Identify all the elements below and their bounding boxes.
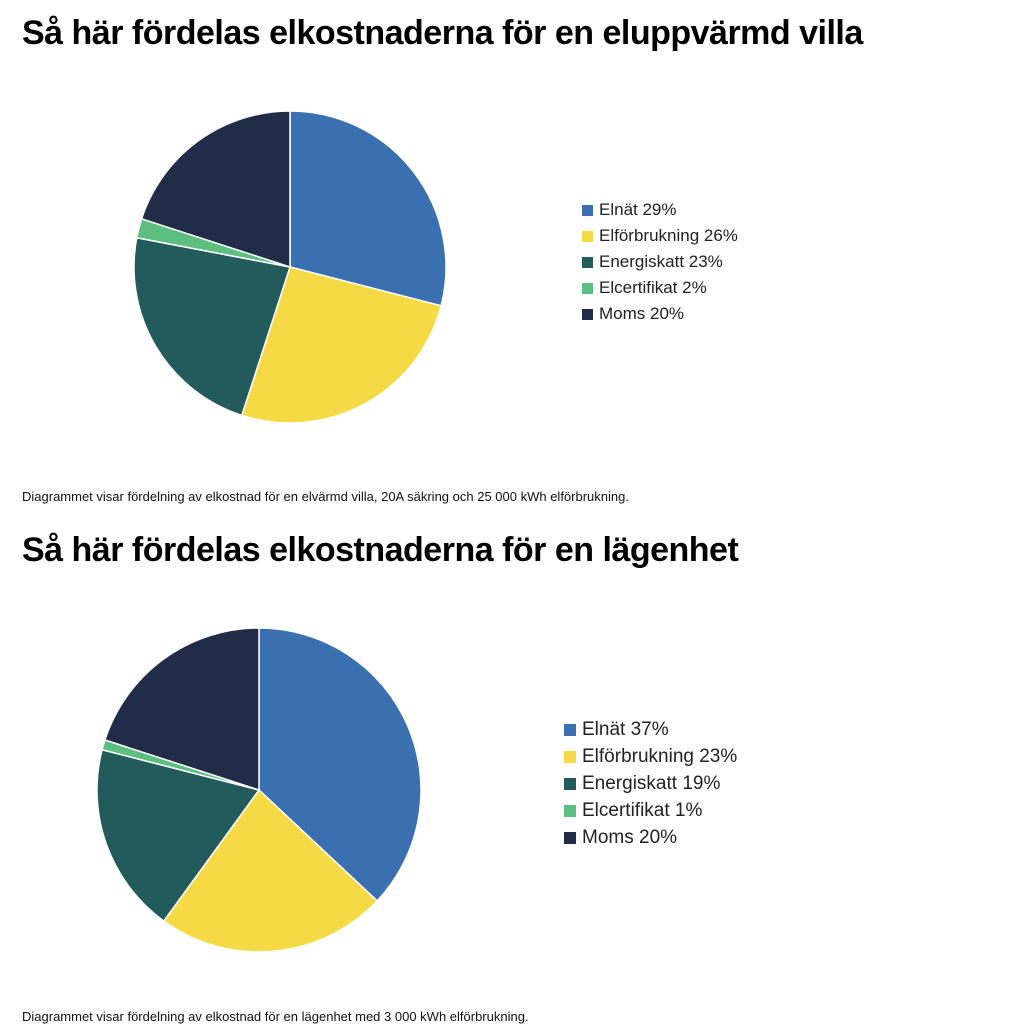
- legend-label: Energiskatt 23%: [599, 252, 723, 271]
- legend-item: Elnät 29%: [582, 197, 738, 223]
- legend-item: Elnät 37%: [564, 716, 737, 743]
- pie-slice-elnät: [289, 110, 447, 307]
- legend-label: Elförbrukning 23%: [582, 745, 738, 767]
- caption-lagenhet: Diagrammet visar fördelning av elkostnad…: [22, 1009, 529, 1024]
- pie-slice-energiskatt: [133, 236, 291, 417]
- chart-title-lagenhet: Så här fördelas elkostnaderna för en läg…: [22, 531, 739, 569]
- pie-slice-elförbrukning: [240, 266, 443, 424]
- legend-item: Energiskatt 23%: [582, 249, 738, 275]
- legend-label: Energiskatt 19%: [582, 772, 721, 794]
- legend-swatch: [564, 777, 576, 790]
- legend-item: Moms 20%: [564, 824, 737, 851]
- legend-label: Moms 20%: [599, 304, 685, 323]
- legend-label: Elcertifikat 1%: [582, 799, 703, 821]
- legend-swatch: [582, 282, 593, 294]
- legend-item: Elcertifikat 1%: [564, 797, 737, 824]
- legend-label: Elnät 29%: [599, 200, 677, 219]
- legend-item: Elförbrukning 26%: [582, 223, 738, 249]
- legend-item: Energiskatt 19%: [564, 770, 737, 797]
- legend-label: Elcertifikat 2%: [599, 278, 707, 297]
- chart-title-villa: Så här fördelas elkostnaderna för en elu…: [22, 14, 863, 52]
- legend-label: Moms 20%: [582, 826, 678, 848]
- legend-lagenhet: Elnät 37% Elförbrukning 23% Energiskatt 19…: [564, 716, 737, 851]
- legend-label: Elförbrukning 26%: [599, 226, 738, 245]
- legend-swatch: [582, 308, 593, 320]
- legend-swatch: [582, 230, 593, 242]
- legend-swatch: [564, 831, 576, 844]
- legend-villa: Elnät 29% Elförbrukning 26% Energiskatt 23…: [582, 197, 738, 327]
- legend-swatch: [582, 204, 593, 216]
- legend-swatch: [564, 723, 576, 736]
- caption-villa: Diagrammet visar fördelning av elkostnad…: [22, 489, 629, 504]
- legend-swatch: [582, 256, 593, 268]
- legend-item: Moms 20%: [582, 301, 738, 327]
- legend-swatch: [564, 804, 576, 817]
- legend-label: Elnät 37%: [582, 718, 669, 740]
- legend-item: Elförbrukning 23%: [564, 743, 737, 770]
- legend-swatch: [564, 750, 576, 763]
- pie-slice-moms: [140, 110, 291, 269]
- legend-item: Elcertifikat 2%: [582, 275, 738, 301]
